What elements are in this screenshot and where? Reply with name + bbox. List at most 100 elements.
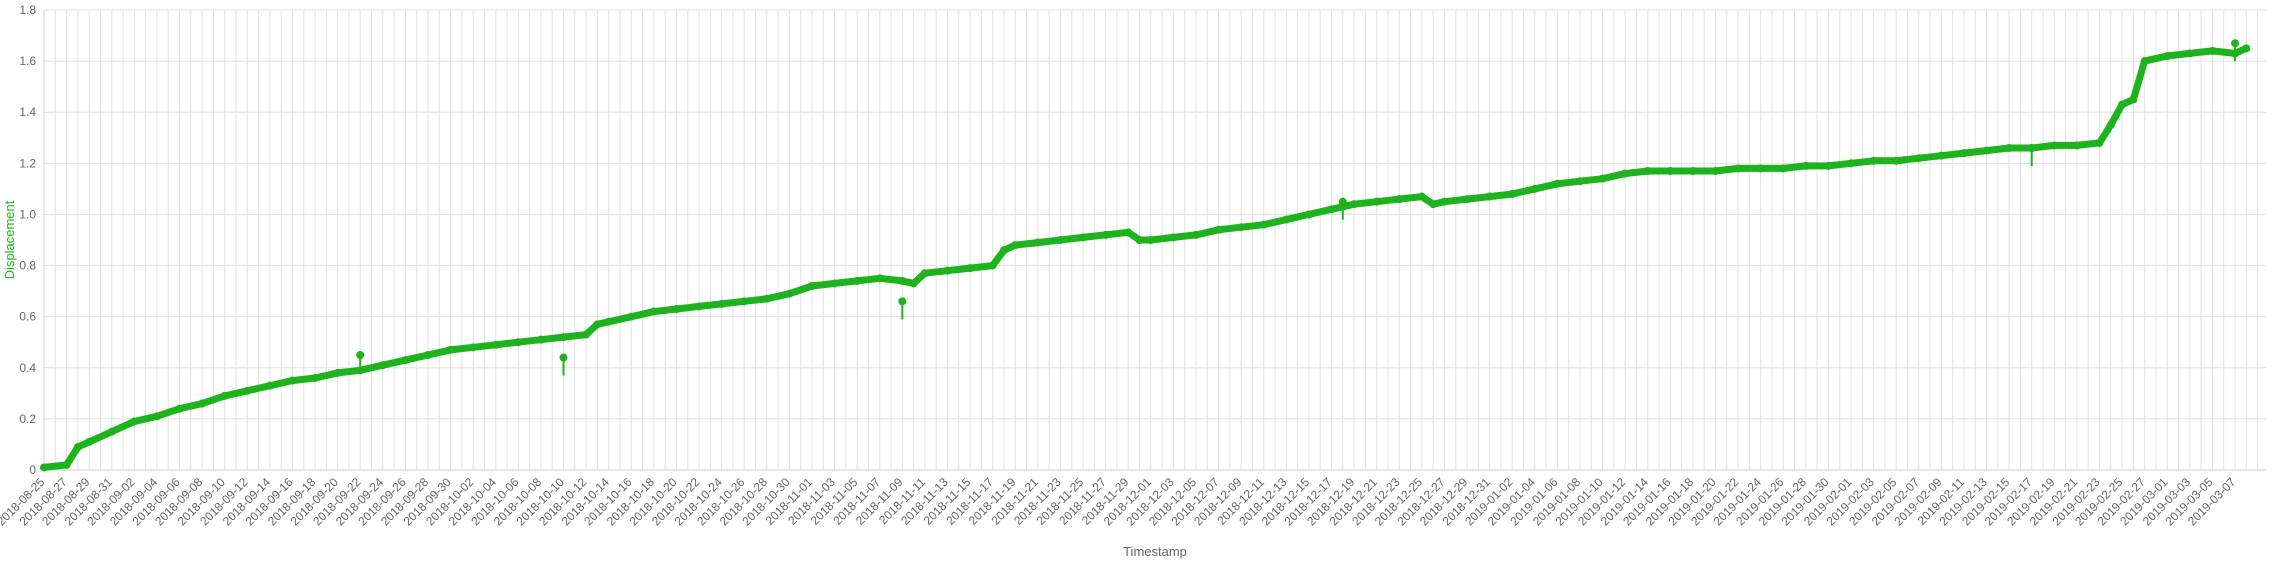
data-point [2072, 141, 2081, 150]
data-point [1959, 149, 1968, 158]
data-point [1135, 236, 1144, 244]
data-point [762, 294, 771, 303]
data-point [514, 338, 523, 347]
data-point [875, 274, 884, 283]
data-point [920, 269, 929, 278]
data-point [446, 345, 455, 354]
y-tick-label: 1.0 [19, 207, 36, 221]
data-point [1892, 156, 1901, 165]
data-point [1982, 146, 1991, 155]
data-point [2242, 44, 2251, 53]
data-point [807, 282, 816, 290]
y-tick-label: 0.6 [19, 310, 36, 324]
data-point [2050, 141, 2059, 150]
data-point [1429, 200, 1438, 209]
data-point [1485, 192, 1494, 201]
data-point [107, 427, 116, 436]
data-point [593, 320, 602, 329]
data-point [220, 391, 229, 400]
grid-layer [43, 9, 2266, 471]
data-point [1824, 161, 1833, 170]
data-point [909, 279, 918, 288]
y-tick-label: 0.4 [19, 361, 36, 375]
data-point [1372, 197, 1381, 206]
data-point [2163, 52, 2172, 60]
data-point [1530, 184, 1539, 193]
data-point [1327, 205, 1336, 214]
data-point [943, 266, 952, 275]
data-point [1711, 167, 1720, 175]
data-point [243, 386, 252, 395]
y-tick-label: 0.2 [19, 412, 36, 426]
data-point [785, 289, 794, 298]
y-tick-label: 0 [29, 463, 36, 477]
y-axis-title: Displacement [2, 200, 17, 279]
data-point [2005, 144, 2014, 152]
data-point [1146, 236, 1155, 244]
data-point [2106, 121, 2115, 129]
data-point [288, 376, 297, 385]
data-point [627, 312, 636, 321]
data-point [1914, 154, 1923, 163]
data-point [966, 264, 975, 273]
data-point [830, 279, 839, 288]
data-point [1734, 164, 1743, 173]
data-point [491, 340, 500, 349]
data-point [536, 335, 545, 344]
data-point [1666, 167, 1675, 175]
data-point [1688, 167, 1697, 175]
data-point [1237, 223, 1246, 232]
data-point [1756, 164, 1765, 173]
data-point [672, 305, 681, 313]
data-point [1553, 179, 1562, 188]
data-point [1643, 167, 1652, 175]
data-point [1801, 161, 1810, 170]
data-point [582, 330, 591, 339]
outlier-point [1338, 197, 1347, 206]
data-point [333, 368, 342, 377]
data-point [1191, 230, 1200, 239]
data-point [130, 417, 139, 426]
data-point [469, 343, 478, 352]
data-point [853, 276, 862, 285]
data-point [1508, 190, 1517, 198]
data-point [1463, 195, 1472, 204]
data-point [2129, 95, 2138, 104]
data-point [1395, 195, 1404, 204]
data-point [740, 297, 749, 306]
data-point [1598, 174, 1607, 183]
outlier-point [356, 351, 365, 359]
x-axis-title: Timestamp [1123, 544, 1187, 559]
y-tick-label: 1.8 [19, 3, 36, 17]
data-point [1575, 177, 1584, 186]
data-point [85, 437, 94, 446]
data-point [604, 317, 613, 326]
y-tick-label: 1.6 [19, 54, 36, 68]
data-point [1169, 233, 1178, 242]
data-point [265, 381, 274, 390]
data-point [559, 333, 568, 342]
data-point [311, 374, 320, 382]
data-point [2118, 100, 2127, 109]
y-tick-label: 1.4 [19, 105, 36, 119]
data-point [152, 412, 161, 421]
data-point [717, 299, 726, 308]
data-point [2095, 138, 2104, 147]
data-point [1282, 215, 1291, 224]
data-point [401, 356, 410, 365]
data-point [73, 443, 82, 451]
data-point [1779, 164, 1788, 173]
data-point [40, 463, 48, 472]
data-point [1937, 151, 1946, 160]
data-point [1056, 236, 1065, 244]
data-point [988, 261, 997, 270]
data-point [695, 302, 704, 311]
data-point [1417, 192, 1426, 201]
data-point [1079, 233, 1088, 242]
data-point [898, 276, 907, 285]
data-point [1847, 159, 1856, 168]
series-line [40, 44, 2250, 471]
y-tick-label: 0.8 [19, 259, 36, 273]
